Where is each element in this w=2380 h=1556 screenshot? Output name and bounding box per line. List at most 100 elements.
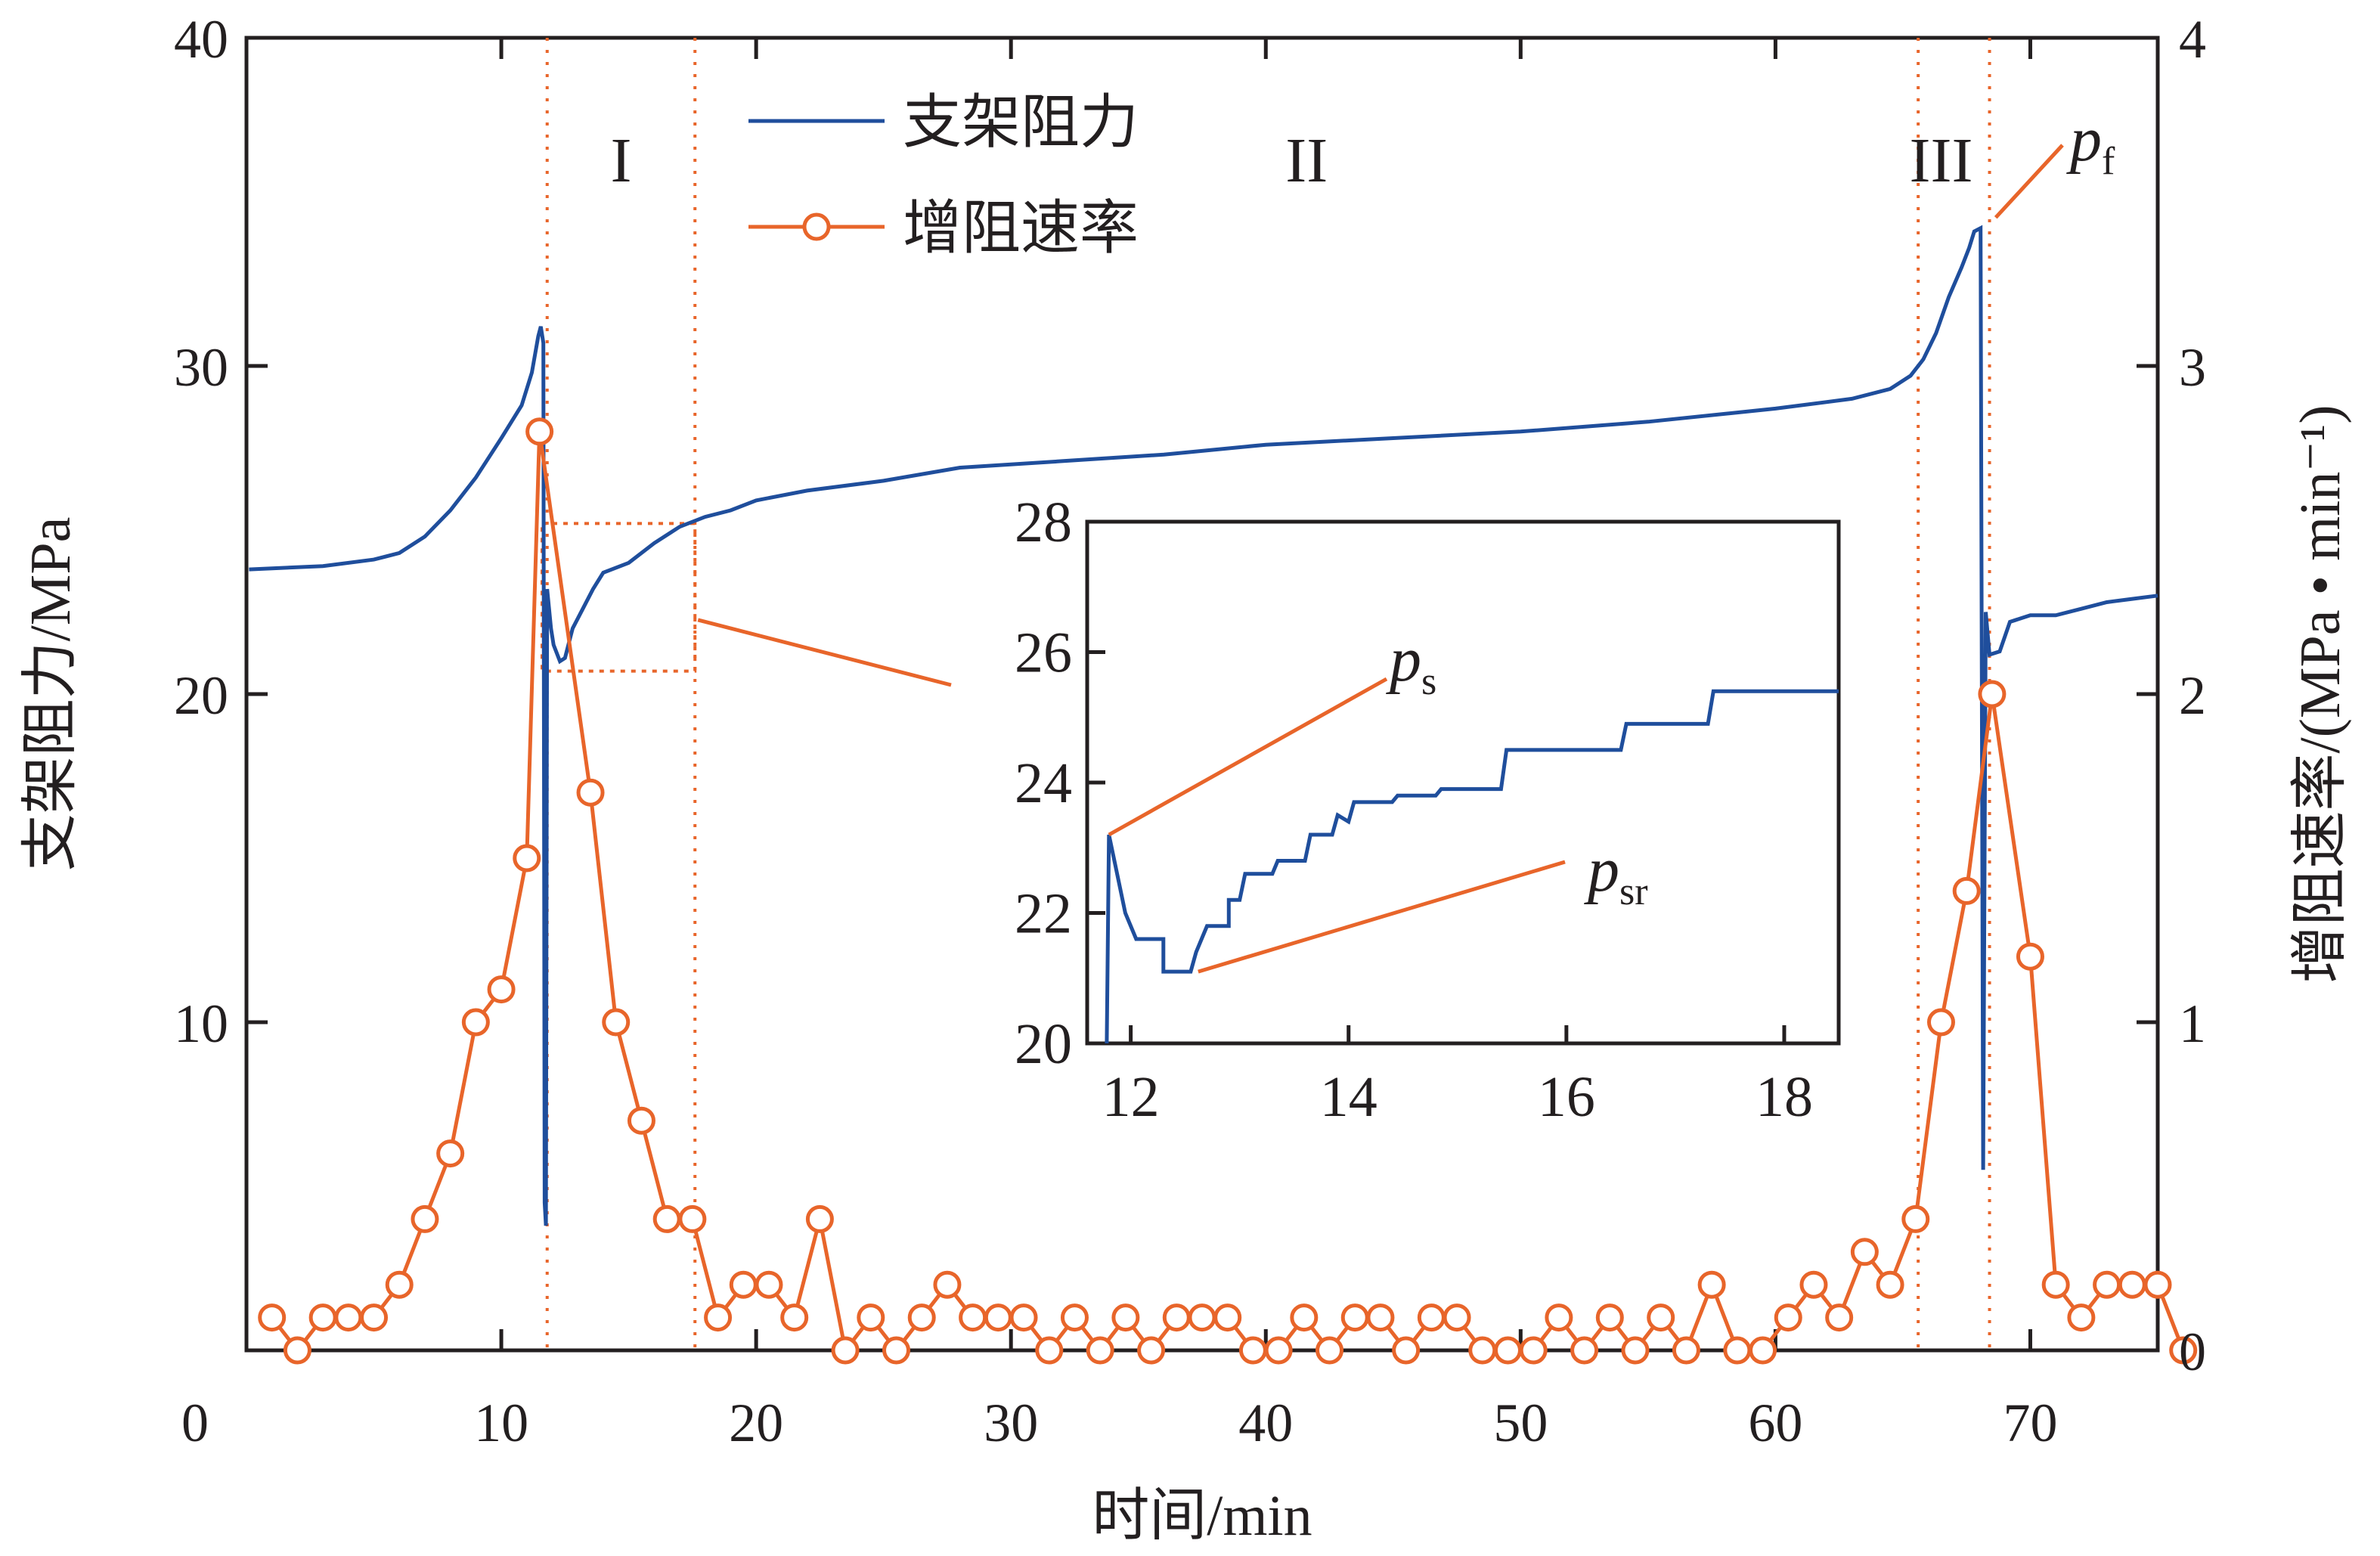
series-rate-point	[2169, 1336, 2198, 1365]
series-rate-point	[461, 1008, 490, 1037]
series-rate-point	[1238, 1336, 1267, 1365]
y2-tick-label: 2	[2179, 665, 2206, 726]
series-rate-point	[1850, 1238, 1879, 1266]
annotation-pf-symbol: p	[2066, 104, 2102, 175]
zoom-box-layer	[540, 522, 697, 673]
series-rate-point	[729, 1270, 758, 1299]
series-rate-point	[385, 1270, 414, 1299]
annotation-psr-leader	[1198, 860, 1566, 974]
x-tick-label: 30	[984, 1393, 1038, 1453]
annotation-ps-label: ps	[1386, 625, 1436, 703]
series-rate-point	[678, 1204, 707, 1233]
y2-axis-title: 增阻速率/(MPa • min⁻¹)	[2289, 404, 2352, 983]
series-rate-point	[525, 417, 554, 446]
series-rate-point	[2067, 1303, 2096, 1332]
series-rate-point	[1111, 1303, 1140, 1332]
x-tick-label: 40	[1238, 1393, 1293, 1453]
series-rate-point	[1060, 1303, 1089, 1332]
y2-tick-label: 4	[2179, 9, 2206, 70]
series-rate-point	[1316, 1336, 1344, 1365]
region-label: III	[1910, 126, 1973, 196]
series-rate-point	[360, 1303, 389, 1332]
y2-tick-label: 3	[2179, 337, 2206, 398]
series-rate-point	[805, 1204, 834, 1233]
series-rate-point	[2118, 1270, 2146, 1299]
legend-label-resistance: 支架阻力	[903, 89, 1139, 155]
x-tick-label: 70	[2003, 1393, 2057, 1453]
series-rate-point	[2041, 1270, 2070, 1299]
annotation-ps-leader	[1108, 677, 1388, 837]
series-rate-point	[1978, 680, 2007, 708]
plot-frame-layer	[244, 36, 2160, 1353]
series-rate-point	[1901, 1204, 1930, 1233]
inset-resistance-line	[1105, 689, 1839, 1044]
series-rate-point	[1443, 1303, 1471, 1332]
series-rate-point	[1749, 1336, 1777, 1365]
series-rate-point	[882, 1336, 911, 1365]
series-rate-point	[1137, 1336, 1166, 1365]
y-tick-label: 30	[174, 337, 228, 398]
series-rate-point	[1493, 1336, 1522, 1365]
zoom-box	[540, 522, 697, 673]
series-rate-point	[1723, 1336, 1752, 1365]
region-label: I	[610, 126, 631, 196]
annotation-psr-symbol: p	[1584, 835, 1619, 905]
series-rate-point	[1926, 1008, 1955, 1037]
series-rate-point	[513, 844, 541, 873]
inset-x-tick-label: 12	[1102, 1065, 1160, 1129]
series-rate-point	[907, 1303, 936, 1332]
series-rate-point	[1697, 1270, 1726, 1299]
series-rate-point	[1188, 1303, 1216, 1332]
series-rate-point	[831, 1336, 860, 1365]
x-tick-label: 50	[1493, 1393, 1548, 1453]
annotation-ps-subscript: s	[1421, 660, 1436, 703]
series-rate-point	[857, 1303, 885, 1332]
y2-tick-label: 1	[2179, 993, 2206, 1054]
series-rate-point	[1876, 1270, 1904, 1299]
series-rate-point	[1417, 1303, 1446, 1332]
series-rate-point	[1799, 1270, 1828, 1299]
series-rate-point	[1009, 1303, 1038, 1332]
region-label: II	[1285, 126, 1328, 196]
x-axis-title: 时间/min	[1092, 1484, 1312, 1548]
series-rate-point	[576, 778, 605, 807]
series-rate-point	[755, 1270, 783, 1299]
series-rate-point	[1647, 1303, 1675, 1332]
series-rate-point	[602, 1008, 631, 1037]
y2-tick-label: 0	[2179, 1322, 2206, 1382]
series-rate-point	[1290, 1303, 1319, 1332]
series-rate-point	[487, 975, 516, 1004]
series-rate-point	[1264, 1336, 1293, 1365]
annotation-psr-subscript: sr	[1619, 870, 1648, 913]
series-rate-point	[2143, 1270, 2172, 1299]
series-rate-point	[1952, 876, 1981, 905]
series-rate-point	[1774, 1303, 1802, 1332]
annotation-pf-leader	[1994, 144, 2064, 219]
series-layer	[249, 225, 2198, 1365]
series-rate-point	[2016, 942, 2044, 971]
series-rate-point	[2093, 1270, 2121, 1299]
inset-y-tick-label: 28	[1015, 491, 1072, 554]
x-tick-label: 60	[1748, 1393, 1802, 1453]
series-rate-point	[984, 1303, 1012, 1332]
annotation-pf-label: pf	[2066, 104, 2115, 183]
series-resistance-line	[249, 225, 2158, 1226]
inset-x-tick-label: 14	[1320, 1065, 1377, 1129]
text-layer: 0 10 20 30 40 50 60 701020304001234时间/min支架阻力/M…	[19, 9, 2352, 1548]
annotation-pf-subscript: f	[2102, 140, 2115, 183]
y-axis-title: 支架阻力/MPa	[19, 517, 82, 872]
series-rate-point	[933, 1270, 962, 1299]
series-rate-point	[1595, 1303, 1624, 1332]
x-tick-label: 20	[729, 1393, 783, 1453]
series-rate-point	[1366, 1303, 1395, 1332]
y-tick-label: 40	[174, 9, 228, 70]
legend-label-rate: 增阻速率	[903, 195, 1139, 261]
series-rate-point	[1519, 1336, 1548, 1365]
annotation-ps-symbol: p	[1386, 625, 1421, 695]
annotation-psr-label: psr	[1584, 835, 1648, 913]
series-rate-point	[1162, 1303, 1191, 1332]
series-rate-point	[436, 1139, 465, 1168]
inset-y-tick-label: 24	[1015, 752, 1072, 815]
series-rate-point	[1672, 1336, 1700, 1365]
